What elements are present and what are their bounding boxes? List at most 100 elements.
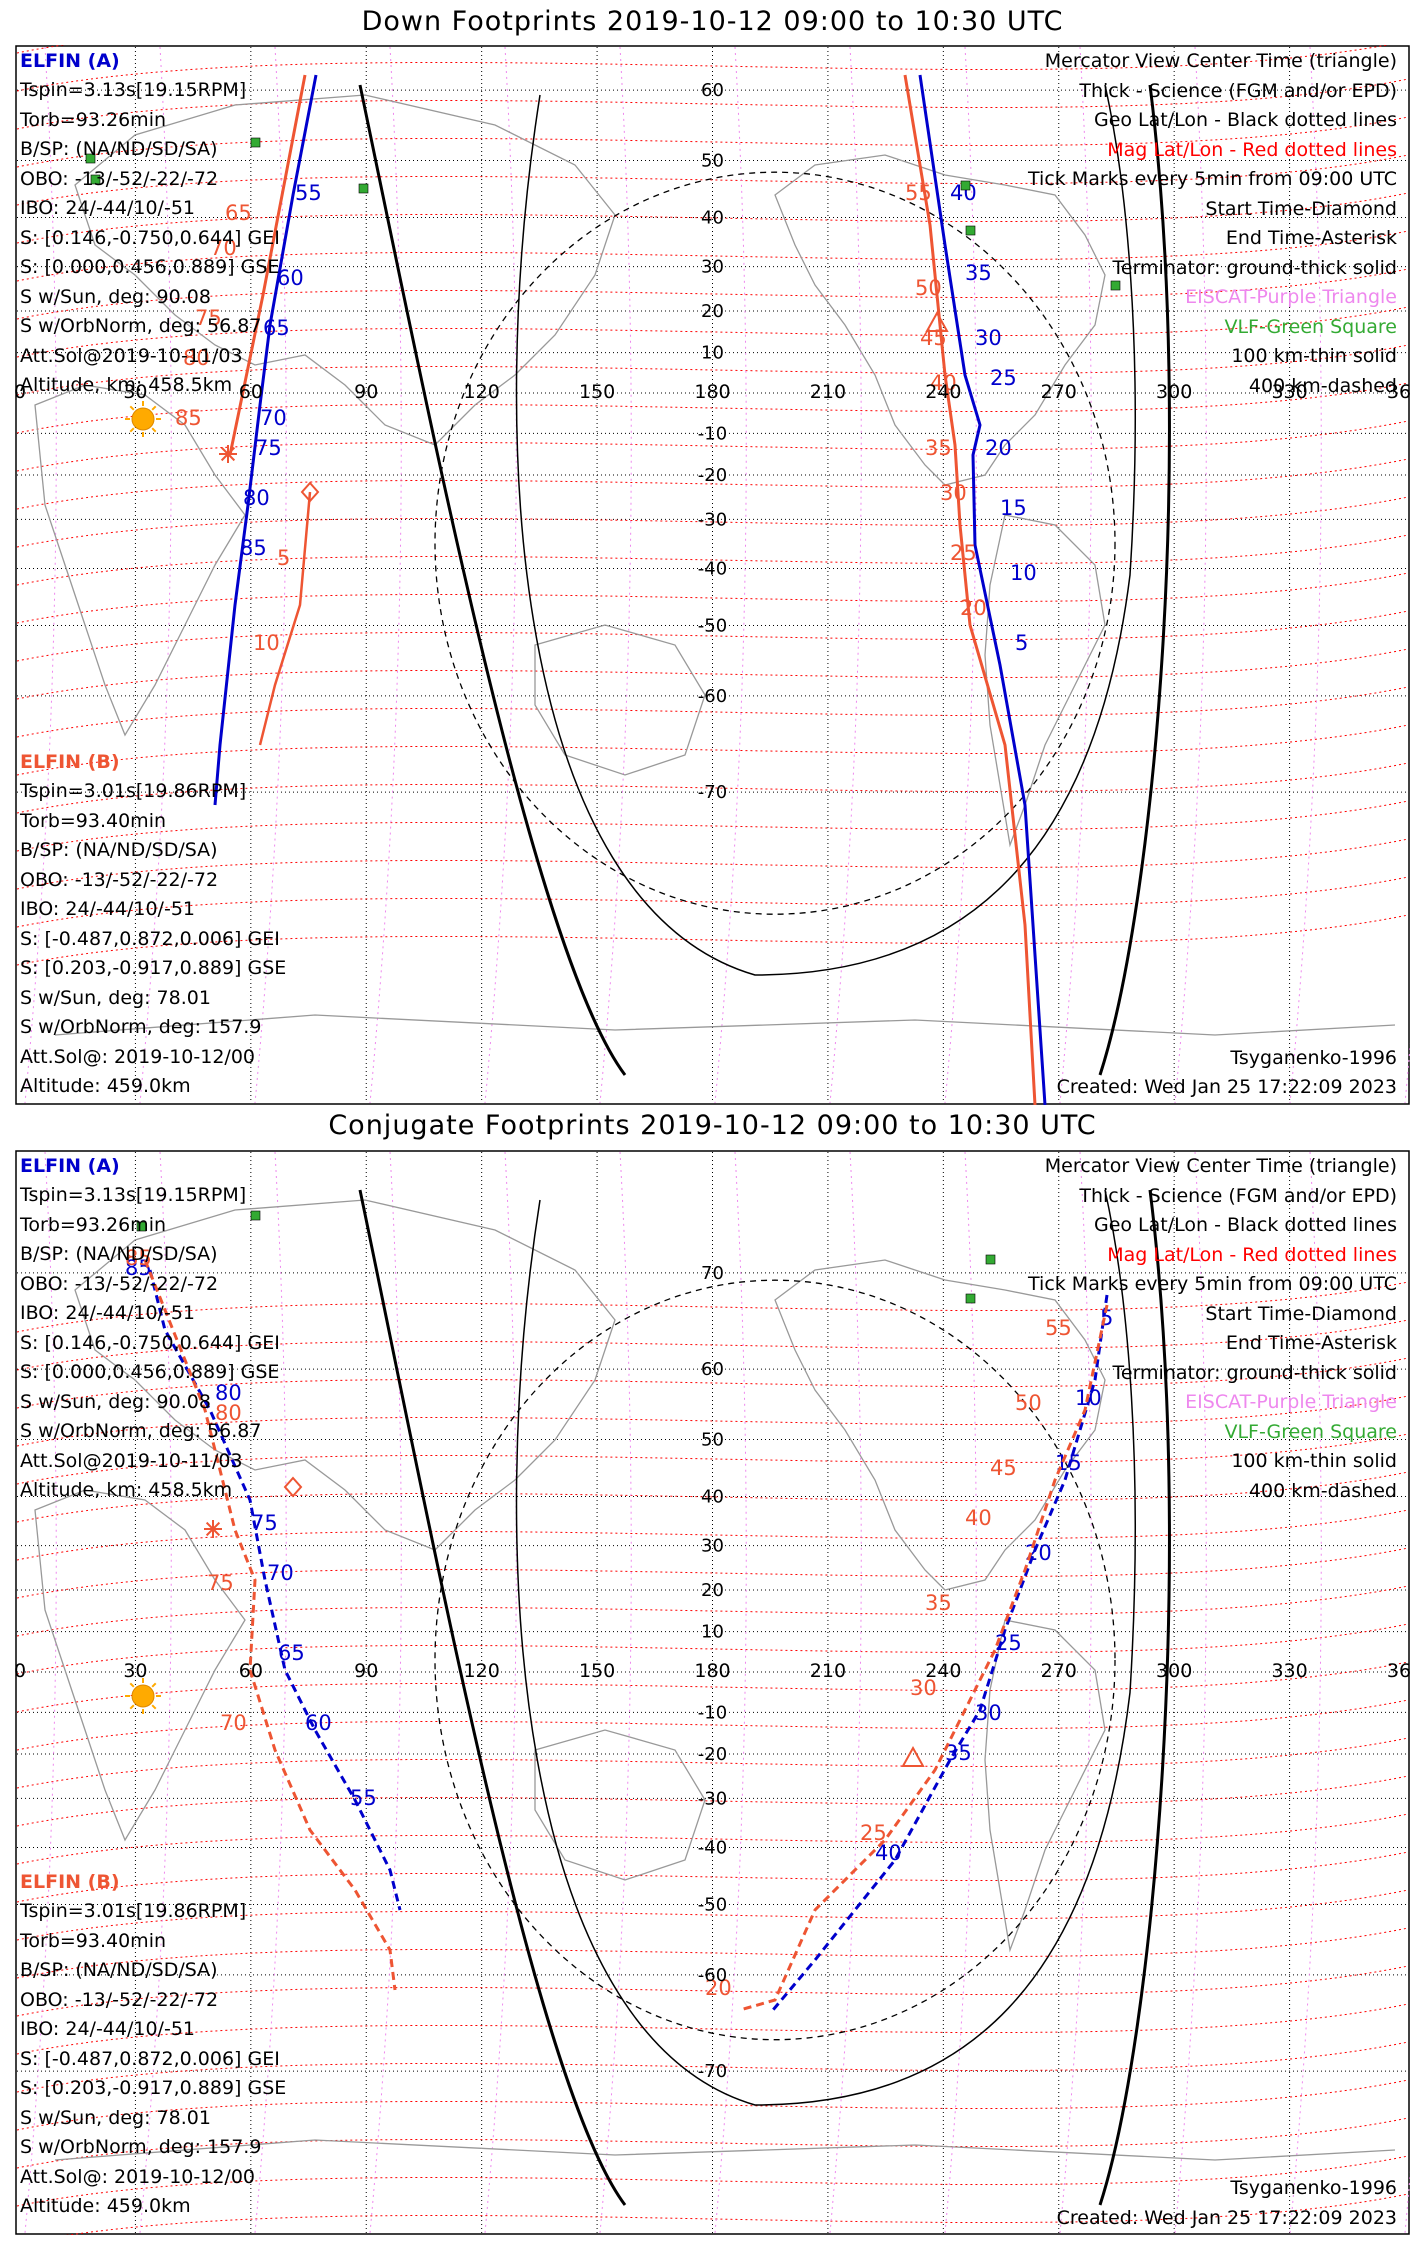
satellite-tracks: 55 60 65 70 75 80 85 40 35 30 25 20 15 10 5 65 70 75 80 85 5… [175,74,1047,1105]
lat-label: 60 [701,1359,724,1380]
tick-label: 85 [175,406,202,430]
legend-line: Geo Lat/Lon - Black dotted lines [1093,1214,1397,1236]
markers [85,137,1121,503]
tick-label: 15 [1000,496,1027,520]
vlf-square-icon [1110,280,1121,291]
tick-label: 20 [985,436,1012,460]
tick-label: 10 [1010,561,1037,585]
lon-label: 120 [464,1660,500,1682]
info-line: Att.Sol@: 2019-10-12/00 [20,2165,256,2188]
lon-label: 30 [123,381,147,403]
mag-longitude-line [1059,1151,1092,2234]
lat-label: -30 [698,1788,727,1809]
panel2-map[interactable]: 8580757065605551015202530354085807570555… [15,1150,1410,2235]
lon-label: 360 [1387,1660,1410,1682]
lon-label: 120 [464,381,500,403]
elfin-b-conj-track-east [739,1304,1109,2012]
mag-longitude-line [1289,46,1322,1104]
vlf-square-icon [960,180,971,191]
elfin-b-conj-track [143,1259,397,1991]
africa [34,1489,246,1842]
tick-label: 85 [240,536,267,560]
mag-longitude-line [484,1151,517,2234]
end-asterisk-icon [220,446,236,462]
lon-label: 240 [925,1660,961,1682]
panel1-title: Down Footprints 2019-10-12 09:00 to 10:3… [361,6,1064,37]
tick-label: 65 [278,1641,305,1665]
tick-label: 35 [945,1741,972,1765]
info-line: S: [0.203,-0.917,0.889] GSE [20,2077,287,2099]
tick-label: 40 [930,371,957,395]
vlf-square-icon [965,225,976,236]
info-line: S: [0.146,-0.750,0.644] GEI [20,1331,280,1354]
tick-label: 80 [183,346,210,370]
tick-label: 55 [905,181,932,205]
markers [125,1210,996,1767]
tick-label: 65 [225,201,252,225]
lon-label: 210 [810,381,846,403]
end-asterisk-icon [205,1521,221,1537]
lat-label: -10 [698,423,727,444]
tick-label: 30 [910,1676,937,1700]
lon-label: 240 [925,381,961,403]
info-line: S: [0.203,-0.917,0.889] GSE [20,957,287,979]
mag-longitude-line [1059,46,1092,1104]
lat-label: 40 [701,1487,724,1508]
mag-longitude-line [139,46,172,1104]
axis-labels: 0 30 60 90 120 150 180 210 240 270 300 330 360 70 60 50… [15,80,1410,803]
legend-line: Terminator: ground-thick solid [1112,256,1398,279]
mag-longitude-line [944,46,977,1104]
tick-label: 50 [915,276,942,300]
lat-label: -50 [698,1894,727,1915]
p1-model: Tsyganenko-1996 [1230,1047,1397,1069]
vlf-square-icon [85,153,96,164]
lon-label: 0 [15,381,26,403]
antarctica [54,2139,1396,2161]
tick-label: 20 [1025,1541,1052,1565]
lat-label: -70 [698,782,727,803]
tick-label: 10 [253,631,280,655]
vlf-square-icon [250,1210,261,1221]
elfin-b-down-track-tail [258,491,312,746]
lon-label: 90 [354,381,378,403]
sun-ray [129,1682,135,1688]
tick-label: 25 [950,541,977,565]
elfin-a-down-track [213,74,318,806]
mag-longitude-line [369,1151,402,2234]
tick-label: 80 [243,486,270,510]
lon-label: 360 [1387,381,1410,403]
sun-ray [151,1682,157,1688]
lat-label: -50 [698,615,727,636]
info-line: B/SP: (NA/ND/SD/SA) [20,1959,218,1981]
info-line: S w/Sun, deg: 90.08 [20,1390,211,1413]
lat-label: 60 [701,80,724,101]
elfin-b-down-track-east [903,74,1037,1105]
elfin-b-down-track [228,74,307,456]
info-line: Tspin=3.13s[19.15RPM] [20,1184,247,1206]
tick-label: 45 [920,326,947,350]
mag-longitude-line [139,1151,172,2234]
terminator-curves [358,84,1171,1076]
sun-ray [129,427,135,433]
info-line: B/SP: (NA/ND/SD/SA) [20,839,218,861]
info-line: OBO: -13/-52/-22/-72 [20,1988,219,2011]
start-diamond-icon [300,481,320,503]
mag-longitude-line [24,46,57,1104]
mag-longitude-line [254,46,287,1104]
info-line: S: [0.000,0.456,0.889] GSE [20,1361,280,1383]
lat-label: -60 [698,1965,727,1986]
sun-ray [151,427,157,433]
tick-label: 75 [255,436,282,460]
lon-label: 90 [354,1660,378,1682]
info-line: B/SP: (NA/ND/SD/SA) [20,1243,218,1265]
tick-label: 30 [940,481,967,505]
info-line: Att.Sol@2019-10-11/03 [20,1449,243,1472]
info-line: B/SP: (NA/ND/SD/SA) [20,138,218,160]
lon-label: 60 [239,1660,263,1682]
panel1-map[interactable]: 55 60 65 70 75 80 85 40 35 30 25 20 15 10 5 65 70 75 80 85 5… [15,45,1410,1105]
info-line: Torb=93.40min [20,809,167,832]
lat-label: 10 [701,1622,724,1643]
terminator-ground-east [1098,84,1171,1076]
lon-label: 180 [694,1660,730,1682]
tick-label: 60 [305,1711,332,1735]
